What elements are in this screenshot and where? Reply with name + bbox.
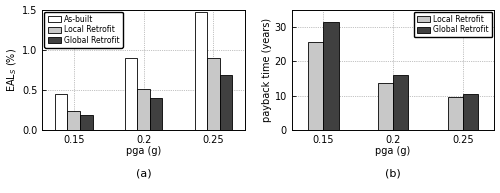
Bar [150, 98, 162, 130]
Bar [68, 111, 80, 130]
Text: (a): (a) [136, 168, 152, 178]
Bar [463, 94, 478, 130]
Bar [323, 22, 338, 130]
Bar [378, 84, 393, 130]
Bar [207, 58, 220, 130]
Bar [124, 58, 138, 130]
Bar [80, 115, 92, 130]
X-axis label: pga (g): pga (g) [126, 146, 161, 156]
Text: (b): (b) [385, 168, 401, 178]
Bar [194, 12, 207, 130]
Bar [220, 75, 232, 130]
Bar [393, 75, 408, 130]
Legend: Local Retrofit, Global Retrofit: Local Retrofit, Global Retrofit [414, 12, 492, 37]
X-axis label: pga (g): pga (g) [376, 146, 410, 156]
Bar [138, 89, 150, 130]
Y-axis label: EAL$_S$ (%): EAL$_S$ (%) [6, 48, 19, 92]
Bar [448, 97, 463, 130]
Bar [308, 42, 323, 130]
Y-axis label: payback time (years): payback time (years) [262, 18, 272, 122]
Legend: As-built, Local Retrofit, Global Retrofit: As-built, Local Retrofit, Global Retrofi… [44, 12, 123, 48]
Bar [55, 94, 68, 130]
